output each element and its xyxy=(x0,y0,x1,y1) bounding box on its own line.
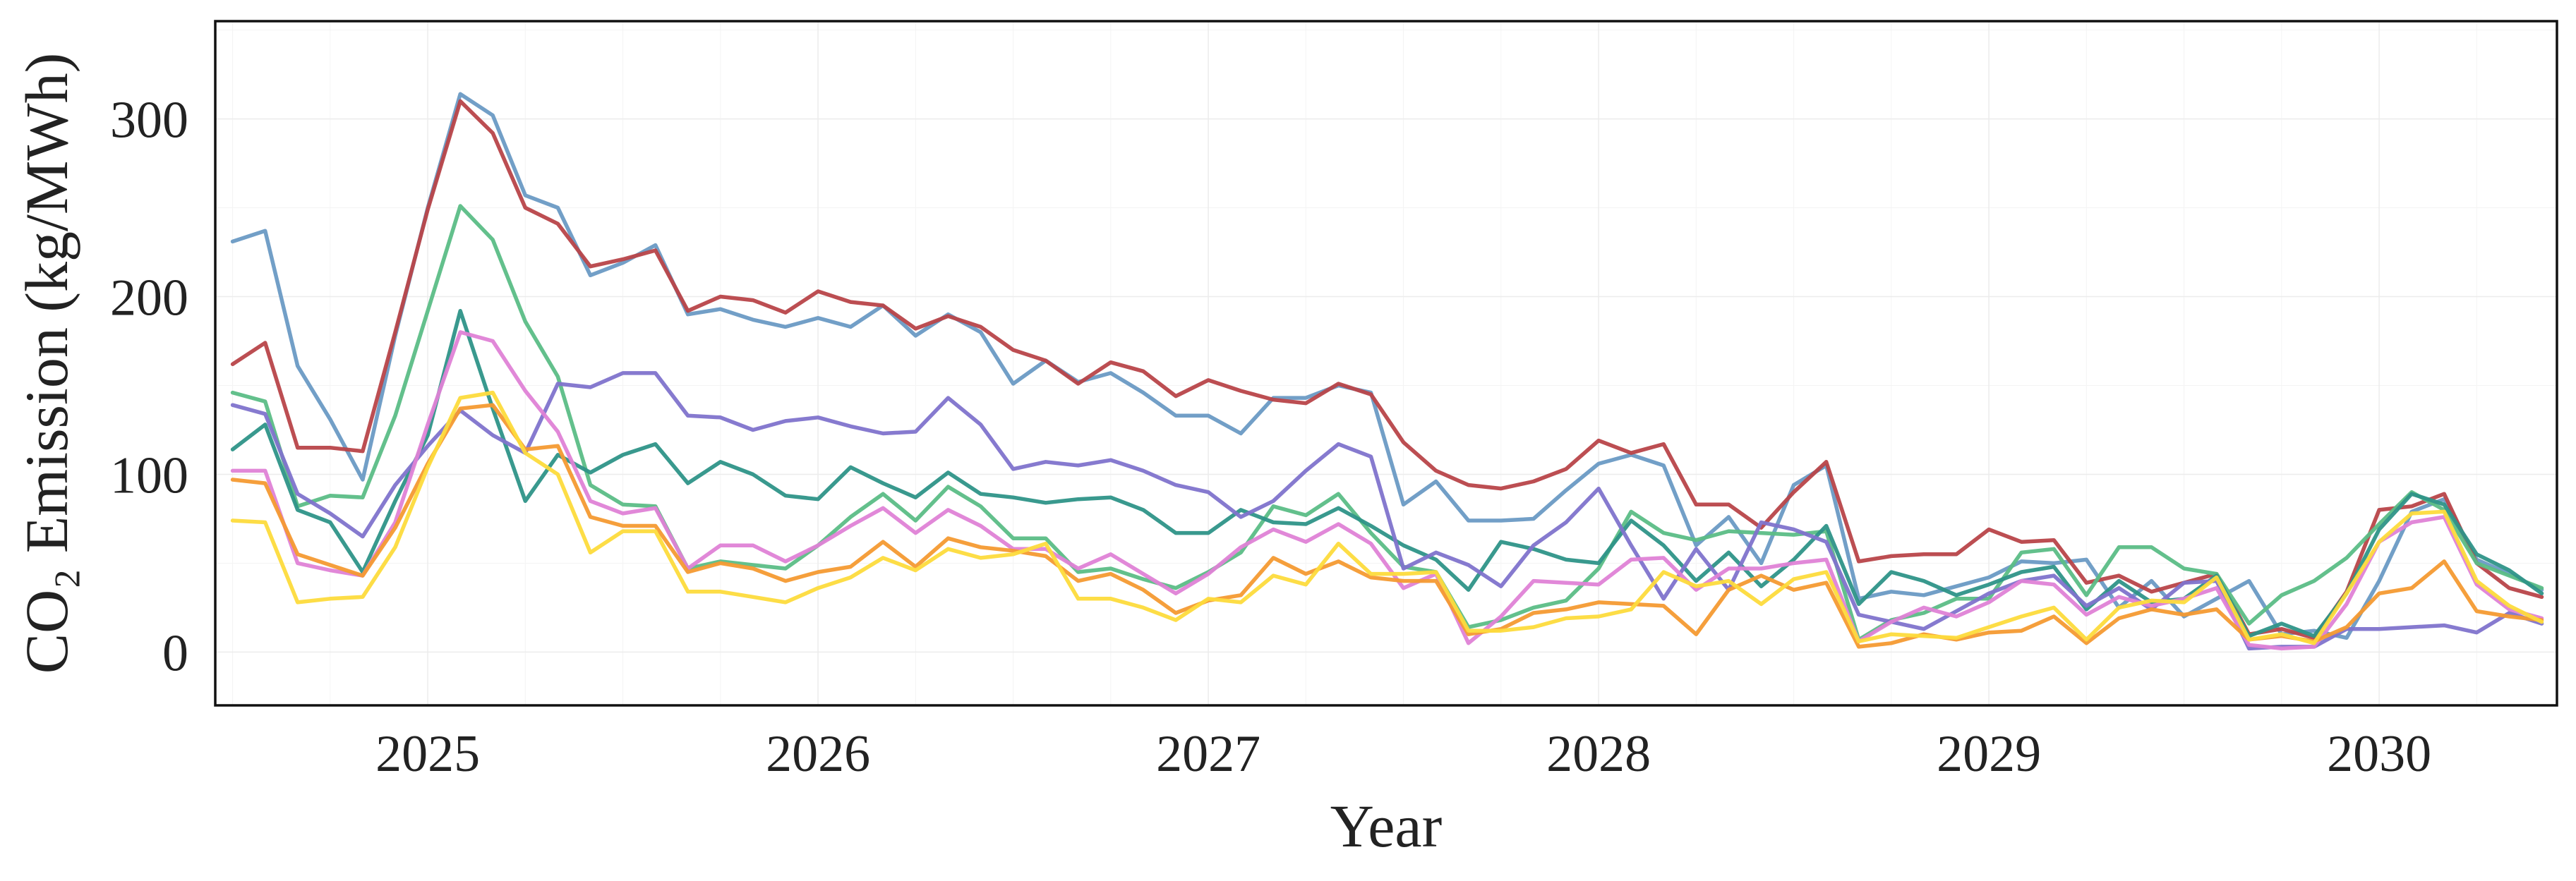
axis-ticks: 0 100 200 300 2025 2026 2027 2028 2029 2030 xyxy=(110,92,2431,783)
series-line-1 xyxy=(230,92,2544,640)
y-tick-label: 300 xyxy=(110,92,188,150)
series-line-6 xyxy=(230,330,2544,651)
series-line-7 xyxy=(230,403,2544,649)
x-axis-title: Year xyxy=(1330,792,1442,860)
plot-frame xyxy=(214,20,2558,707)
x-tick-label: 2027 xyxy=(1156,725,1260,783)
y-tick-label: 0 xyxy=(162,624,188,682)
series-line-2 xyxy=(230,99,2544,640)
x-tick-label: 2026 xyxy=(766,725,870,783)
y-tick-label: 100 xyxy=(110,446,188,504)
y-tick-label: 200 xyxy=(110,269,188,327)
series-line-8 xyxy=(230,390,2544,645)
x-tick-label: 2030 xyxy=(2327,725,2431,783)
series-line-3 xyxy=(230,204,2544,642)
x-tick-label: 2028 xyxy=(1546,725,1651,783)
series-line-5 xyxy=(230,371,2544,651)
x-tick-label: 2025 xyxy=(375,725,480,783)
series-layer xyxy=(230,92,2544,651)
y-axis-title: CO₂ Emission (kg/MWh) xyxy=(13,53,80,674)
x-tick-label: 2029 xyxy=(1937,725,2041,783)
